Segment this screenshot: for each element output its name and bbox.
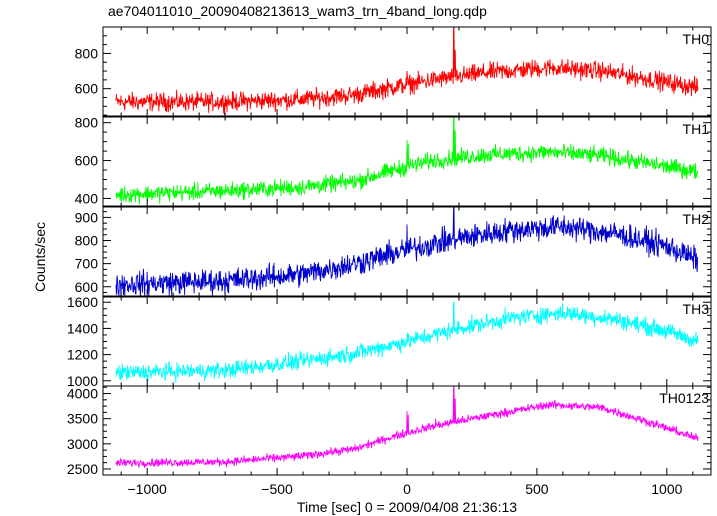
- y-tick-label: 4000: [67, 386, 98, 402]
- series-th2-line: [115, 207, 699, 296]
- series-th0123-line: [115, 386, 699, 469]
- series-th1-line: [115, 117, 699, 205]
- x-tick-label: 500: [525, 481, 549, 497]
- y-tick-label: 1200: [67, 347, 98, 363]
- x-tick-label: 0: [403, 481, 411, 497]
- y-tick-label: 600: [75, 279, 99, 295]
- y-tick-label: 800: [75, 115, 99, 131]
- panel-label-th1: TH1: [683, 121, 710, 137]
- x-tick-label: −500: [261, 481, 293, 497]
- y-tick-label: 1000: [67, 373, 98, 389]
- y-tick-label: 1600: [67, 294, 98, 310]
- x-axis-label: Time [sec] 0 = 2009/04/08 21:36:13: [297, 499, 517, 515]
- y-tick-label: 3500: [67, 411, 98, 427]
- panel-th0123: 2500 3000 3500 4000 TH0123: [67, 385, 712, 477]
- x-tick-label: 1000: [651, 481, 682, 497]
- panel-label-th0: TH0: [683, 31, 710, 47]
- y-tick-label: 900: [75, 209, 99, 225]
- y-tick-label: 800: [75, 233, 99, 249]
- y-tick-label: 400: [75, 190, 99, 206]
- y-tick-label: 800: [75, 45, 99, 61]
- y-tick-label: 3000: [67, 436, 98, 452]
- panel-label-th0123: TH0123: [659, 390, 709, 406]
- x-axis: −1000 −500 0 500 1000: [128, 481, 683, 497]
- y-tick-label: 2500: [67, 461, 98, 477]
- series-th0-line: [115, 27, 699, 115]
- y-tick-label: 600: [75, 81, 99, 97]
- panel-label-th3: TH3: [683, 301, 710, 317]
- y-tick-label: 1400: [67, 320, 98, 336]
- panel-label-th2: TH2: [683, 211, 710, 227]
- x-tick-label: −1000: [128, 481, 168, 497]
- series-th3-line: [115, 301, 699, 383]
- panel-th1: 400 600 800 TH1: [75, 115, 712, 207]
- y-tick-label: 700: [75, 256, 99, 272]
- panel-th3: 1000 1200 1400 1600 TH3: [67, 294, 712, 389]
- panels: 600 800 TH0 400 600 800 TH1 600 700 800 900 TH2 1000…: [67, 26, 712, 477]
- y-axis-label: Counts/sec: [32, 222, 48, 292]
- chart-title: ae704011010_20090408213613_wam3_trn_4ban…: [108, 3, 487, 19]
- y-tick-label: 600: [75, 153, 99, 169]
- panel-th0: 600 800 TH0: [75, 26, 712, 117]
- panel-th2: 600 700 800 900 TH2: [75, 206, 712, 297]
